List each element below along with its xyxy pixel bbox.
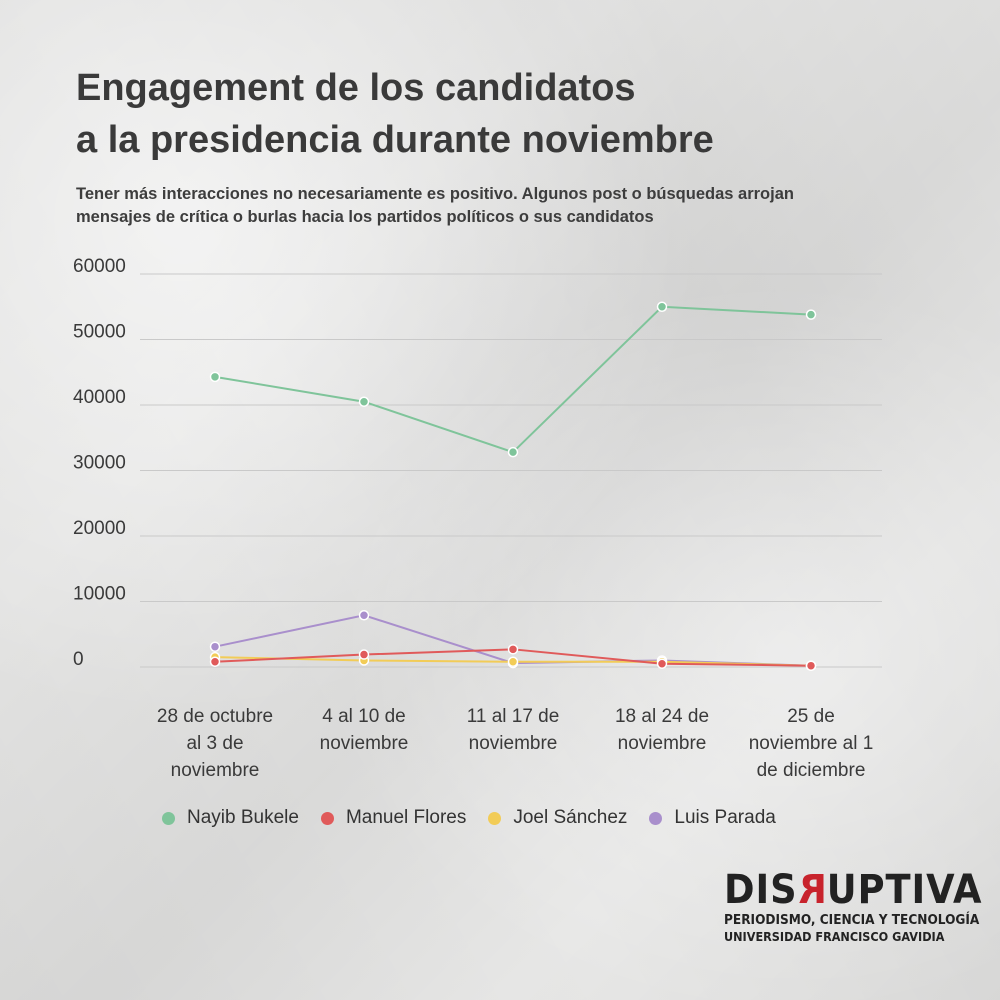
- chart-subtitle-line-2: mensajes de crítica o burlas hacia los p…: [76, 208, 654, 226]
- data-point: [656, 301, 668, 312]
- chart-legend: Nayib Bukele Manuel Flores Joel Sánchez Lui…: [162, 805, 798, 831]
- chart-series: [209, 301, 817, 671]
- legend-swatch: [162, 811, 175, 825]
- chart-grid: [140, 273, 882, 668]
- logo-university: UNIVERSIDAD FRANCISCO GAVIDIA: [724, 929, 945, 944]
- legend-label: Luis Parada: [674, 807, 776, 828]
- logo-wordmark: DISRUPTIVA: [724, 867, 981, 913]
- disruptiva-logo: DISRUPTIVA PERIODISMO, CIENCIA Y TECNOLO…: [724, 867, 981, 944]
- logo-word-start: DIS: [724, 867, 798, 913]
- y-tick-label: 0: [73, 649, 84, 670]
- data-point: [209, 371, 221, 383]
- y-tick-label: 60000: [73, 256, 126, 277]
- x-tick-label-line: noviembre: [320, 733, 409, 754]
- legend-swatch: [488, 811, 502, 825]
- legend-label: Joel Sánchez: [513, 807, 628, 828]
- x-tick-label-line: 4 al 10 de: [322, 706, 405, 727]
- x-tick-label-line: al 3 de: [186, 733, 243, 754]
- x-tick-label: 4 al 10 de noviembre: [320, 706, 409, 754]
- legend-item: Luis Parada: [649, 807, 776, 829]
- logo-word-red-letter: R: [797, 867, 827, 913]
- y-tick-label: 30000: [73, 453, 126, 474]
- series-line-nayib-bukele: [214, 305, 812, 454]
- data-point: [507, 656, 519, 668]
- x-tick-label-line: 28 de octubre: [157, 706, 273, 727]
- data-point: [507, 446, 519, 458]
- x-axis: 28 de octubre al 3 de noviembre 4 al 10 de n…: [157, 706, 873, 781]
- legend-label: Manuel Flores: [345, 807, 467, 828]
- data-point: [507, 644, 519, 655]
- chart-title-line-2: a la presidencia durante noviembre: [76, 119, 714, 161]
- logo-word-end: UPTIVA: [826, 867, 983, 913]
- legend-swatch: [320, 811, 334, 825]
- y-tick-label: 10000: [73, 584, 126, 605]
- y-axis: 60000 50000 40000 30000 20000 10000 0: [73, 256, 126, 670]
- y-tick-label: 20000: [73, 518, 126, 539]
- x-tick-label: 11 al 17 de noviembre: [467, 706, 560, 754]
- x-tick-label-line: 25 de: [787, 706, 835, 727]
- y-tick-label: 50000: [73, 322, 126, 343]
- data-point: [358, 649, 370, 660]
- x-tick-label-line: de diciembre: [757, 760, 866, 781]
- x-tick-label-line: noviembre: [618, 733, 707, 754]
- logo-tagline: PERIODISMO, CIENCIA Y TECNOLOGÍA: [724, 912, 980, 928]
- x-tick-label-line: noviembre: [469, 733, 558, 754]
- data-point: [358, 610, 370, 621]
- chart-subtitle-line-1: Tener más interacciones no necesariament…: [76, 185, 794, 203]
- legend-item: Nayib Bukele: [162, 807, 299, 829]
- x-tick-label-line: 18 al 24 de: [615, 706, 709, 727]
- x-tick-label-line: 11 al 17 de: [467, 706, 560, 727]
- x-tick-label-line: noviembre: [171, 760, 260, 781]
- y-tick-label: 40000: [73, 387, 126, 408]
- chart-title: Engagement de los candidatos a la presid…: [76, 62, 936, 166]
- chart-subtitle: Tener más interacciones no necesariament…: [76, 183, 956, 229]
- x-tick-label: 28 de octubre al 3 de noviembre: [157, 706, 273, 781]
- legend-label: Nayib Bukele: [187, 807, 299, 828]
- x-tick-label-line: noviembre al 1: [749, 733, 874, 754]
- data-point: [805, 660, 817, 671]
- legend-item: Manuel Flores: [320, 807, 467, 829]
- data-point: [358, 396, 370, 407]
- data-point: [656, 658, 668, 669]
- data-point: [209, 656, 221, 668]
- x-tick-label: 25 de noviembre al 1 de diciembre: [749, 706, 874, 781]
- chart-title-line-1: Engagement de los candidatos: [76, 67, 636, 109]
- data-point: [209, 641, 221, 652]
- legend-swatch: [649, 811, 663, 825]
- legend-item: Joel Sánchez: [488, 807, 627, 829]
- x-tick-label: 18 al 24 de noviembre: [615, 706, 709, 754]
- data-point: [805, 309, 817, 320]
